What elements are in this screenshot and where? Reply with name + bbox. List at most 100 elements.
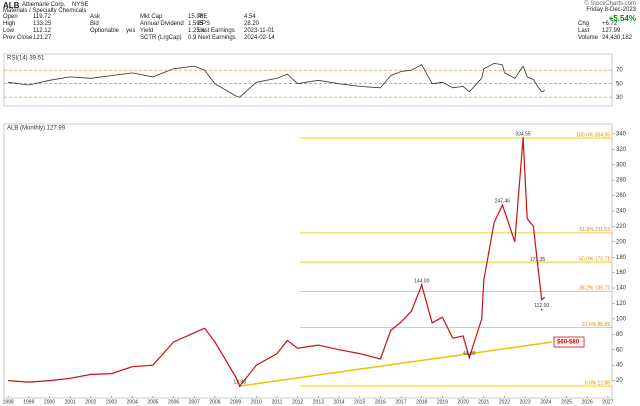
y-tick-label: 180 <box>616 255 627 261</box>
y-tick-label: 320 <box>616 147 627 153</box>
quote-column: P/E 4.54 EPS 28.20 Last Earnings 2023-11-01 Ne… <box>198 14 275 42</box>
annotation-point <box>540 308 543 311</box>
x-tick-label: 2009 <box>230 399 241 405</box>
field-value: 24,430,182 <box>602 35 633 41</box>
annotation-point <box>522 137 524 139</box>
y-tick-label: 120 <box>616 301 627 307</box>
field-value: 2023-11-01 <box>244 28 275 34</box>
panel-label: RSI(14) 39.51 <box>7 56 45 62</box>
support-label: $60-$80 <box>557 340 580 346</box>
field-value: 0.9 <box>188 35 197 41</box>
y-tick-label: 160 <box>616 270 627 276</box>
quote-field: Bid <box>90 21 119 28</box>
field-value: +6.72 <box>602 21 618 27</box>
x-tick-label: 2007 <box>189 399 200 405</box>
series-line <box>8 138 546 388</box>
field-value: yes <box>126 28 136 34</box>
x-tick-label: 2010 <box>251 399 262 405</box>
x-tick-label: 2021 <box>478 399 489 405</box>
field-value: 28.20 <box>244 21 260 27</box>
field-value: 112.12 <box>33 28 51 34</box>
quote-field: SCTR (LrgCap) 0.9 <box>140 35 196 42</box>
field-label: Bid <box>90 21 99 27</box>
y-tick-label: 100 <box>616 316 627 322</box>
quote-field: Chg +6.72 <box>578 21 617 28</box>
x-tick-label: 2014 <box>333 399 344 405</box>
x-tick-label: 2011 <box>272 399 283 405</box>
x-tick-label: 2025 <box>561 399 572 405</box>
change-pct: +5.54% <box>608 14 636 23</box>
x-tick-label: 2026 <box>582 399 593 405</box>
y-tick-label: 80 <box>616 332 623 338</box>
x-tick-label: 2016 <box>375 399 386 405</box>
trendline <box>239 341 553 387</box>
field-label: Open <box>3 14 18 20</box>
annotation-point <box>420 284 423 286</box>
field-value: 1.25% <box>188 28 206 34</box>
field-label: Mkt Cap <box>140 14 163 20</box>
x-tick-label: 2012 <box>292 399 303 405</box>
watermark: © StockCharts.com <box>584 1 636 7</box>
annotation-label: 171.35 <box>530 257 546 263</box>
x-tick-label: 2008 <box>209 399 220 405</box>
field-label: Volume <box>578 35 599 41</box>
fib-label: 0.0% 12.88 <box>585 380 611 386</box>
quote-field: Low 112.12 <box>3 28 51 35</box>
quote-field: Optionable yes <box>90 28 135 35</box>
x-tick-label: 2018 <box>416 399 427 405</box>
field-label: P/E <box>198 14 208 20</box>
quote-field: Annual Dividend 1.595 <box>140 21 203 28</box>
quote-field: Prev Close 121.27 <box>3 35 51 42</box>
annotation-label: 112.00 <box>534 303 549 309</box>
x-tick-label: 1999 <box>23 399 34 405</box>
field-value: 2024-02-14 <box>244 35 275 41</box>
quote-column: Chg +6.72 Last 127.99 Volume 24,430,182 <box>578 21 632 42</box>
quote-field: High 133.25 <box>3 21 51 28</box>
panel-frame <box>3 123 613 399</box>
x-tick-label: 2022 <box>499 399 510 405</box>
quote-field: Last Earnings 2023-11-01 <box>198 28 274 35</box>
y-tick-label: 20 <box>616 378 623 384</box>
field-label: Last <box>578 28 590 34</box>
series-line <box>8 62 545 98</box>
field-label: Optionable <box>90 28 120 34</box>
field-value: 127.99 <box>602 28 621 34</box>
quote-column: Open 119.72 High 133.25 Low 112.12 Prev Close 1… <box>3 14 51 42</box>
quote-column: Ask Bid Optionable yes <box>90 14 135 35</box>
quote-field: P/E 4.54 <box>198 14 256 21</box>
y-tick-label: 220 <box>616 224 627 230</box>
annotation-label: 12.88 <box>233 379 246 385</box>
field-value: 121.27 <box>33 35 52 41</box>
x-tick-label: 2000 <box>44 399 55 405</box>
x-tick-label: 2017 <box>395 399 406 405</box>
quote-field: Last 127.99 <box>578 28 620 35</box>
field-label: Yield <box>140 28 154 34</box>
field-value: 1.595 <box>188 21 204 27</box>
x-tick-label: 2013 <box>313 399 324 405</box>
field-label: Prev Close <box>3 35 33 41</box>
field-label: Annual Dividend <box>140 21 184 27</box>
y-tick-label: 50 <box>616 81 623 87</box>
y-tick-label: 140 <box>616 286 627 292</box>
support-box <box>553 336 585 348</box>
y-tick-label: 240 <box>616 209 627 215</box>
annotation-point <box>468 356 471 359</box>
annotation-point <box>238 385 241 387</box>
field-label: High <box>3 21 16 27</box>
quote-header: ALB Albemarle Corp. NYSE © StockCharts.c… <box>0 0 640 42</box>
field-label: Next Earnings <box>198 35 236 41</box>
field-label: Last Earnings <box>198 28 235 34</box>
x-tick-label: 2027 <box>602 399 613 405</box>
annotation-point <box>536 263 539 265</box>
fib-label: 61.8% 211.53 <box>580 227 611 233</box>
y-tick-label: 200 <box>616 239 627 245</box>
y-tick-label: 300 <box>616 162 627 168</box>
panel-label: ALB (Monthly) 127.99 <box>7 126 66 132</box>
y-tick-label: 70 <box>616 68 623 74</box>
date: Friday 8-Dec-2023 <box>586 7 636 13</box>
quote-column: Mkt Cap 15.0B Annual Dividend 1.595 Yield 1.2… <box>140 14 205 42</box>
quote-field: Volume 24,430,182 <box>578 35 632 42</box>
x-tick-label: 1998 <box>3 399 14 405</box>
field-value: 133.25 <box>33 21 52 27</box>
